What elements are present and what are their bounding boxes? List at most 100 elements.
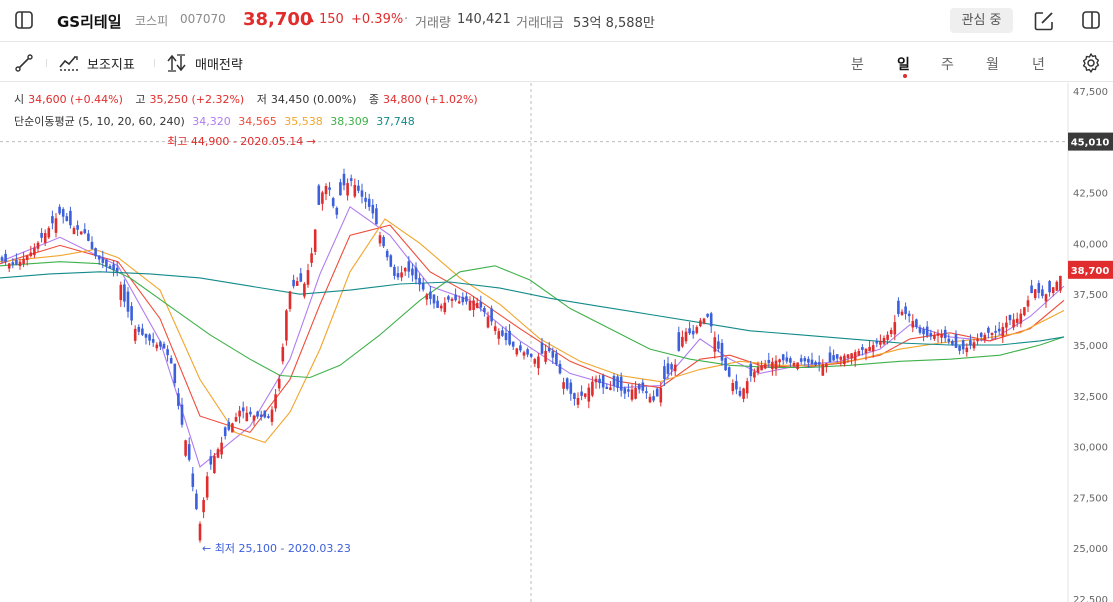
candle-body: [497, 331, 501, 339]
ma5-value: 34,320: [192, 115, 231, 128]
indicator-icon[interactable]: [58, 53, 80, 73]
candle-body: [335, 207, 339, 215]
panel-toggle-icon[interactable]: [1081, 10, 1101, 30]
indicator-button[interactable]: 보조지표: [87, 58, 135, 73]
candle-body: [213, 456, 216, 474]
candle-body: [281, 347, 285, 362]
candle-body: [990, 332, 994, 335]
candle-body: [807, 358, 810, 363]
volume-value: 140,421: [457, 12, 511, 27]
candle-body: [144, 333, 148, 338]
period-tab-minute[interactable]: 분: [851, 57, 864, 73]
candle-body: [371, 204, 375, 214]
candle-body: [814, 361, 817, 366]
candle-body: [799, 358, 803, 362]
active-period-indicator: [903, 74, 907, 78]
ma-line-4: [0, 261, 1065, 379]
candle-body: [1041, 289, 1044, 296]
candle-body: [587, 387, 591, 402]
chart-overlays: 45,010 38,700 최고 44,900 - 2020.05.14 → ← 최저…: [0, 132, 1113, 555]
candle-body: [292, 279, 295, 287]
candle-body: [313, 229, 317, 252]
candle-body: [1051, 287, 1055, 293]
candle-body: [961, 340, 965, 350]
candle-body: [954, 334, 958, 348]
edit-icon[interactable]: [1033, 10, 1055, 32]
settings-gear-icon[interactable]: [1080, 52, 1102, 74]
candle-body: [713, 337, 717, 352]
candle-body: [457, 301, 461, 304]
price-chart[interactable]: 45,010 38,700 최고 44,900 - 2020.05.14 → ← 최저…: [0, 83, 1113, 602]
candle-body: [159, 341, 162, 347]
candle-body: [857, 351, 861, 356]
candle-body: [259, 414, 263, 417]
trade-strategy-icon[interactable]: [166, 53, 188, 73]
candle-body: [187, 444, 191, 460]
draw-line-icon[interactable]: [14, 53, 34, 73]
candle-body: [601, 375, 605, 388]
y-tick-label: 42,500: [1073, 189, 1108, 200]
candle-body: [367, 198, 371, 207]
period-tab-year[interactable]: 년: [1032, 57, 1045, 73]
candle-body: [540, 342, 544, 354]
candle-body: [7, 263, 11, 269]
candle-body: [223, 427, 227, 437]
candle-body: [609, 387, 612, 390]
candle-body: [137, 326, 141, 332]
candle-body: [11, 262, 15, 265]
candle-body: [997, 328, 1001, 332]
open-value: 34,600 (+0.44%): [28, 93, 123, 106]
y-tick-label: 30,000: [1073, 443, 1108, 454]
candle-body: [393, 266, 396, 276]
period-tab-day[interactable]: 일: [897, 57, 910, 73]
candle-body: [184, 440, 187, 456]
candle-body: [720, 343, 724, 361]
candle-body: [843, 355, 846, 365]
candle-body: [544, 350, 547, 362]
candle-body: [256, 411, 259, 417]
candle-body: [889, 330, 893, 334]
candle-body: [1055, 281, 1059, 291]
candle-body: [231, 423, 234, 433]
candle-body: [270, 409, 274, 422]
candle-body: [727, 367, 731, 377]
candle-body: [853, 352, 857, 360]
toolbar-divider: [154, 59, 155, 67]
favorite-button[interactable]: 관심 중: [950, 8, 1013, 33]
strategy-button[interactable]: 매매전략: [195, 58, 243, 73]
candle-body: [364, 197, 367, 202]
candle-body: [771, 361, 774, 370]
candle-body: [515, 348, 519, 355]
candle-body: [594, 378, 598, 383]
period-tab-month[interactable]: 월: [986, 57, 999, 73]
candle-body: [1019, 313, 1023, 324]
candle-body: [911, 321, 915, 328]
candle-body: [33, 247, 36, 256]
low-label: 저: [256, 93, 267, 106]
candle-body: [177, 393, 180, 406]
candle-body: [238, 410, 241, 417]
candle-body: [479, 302, 483, 308]
ohlc-legend: 시 34,600 (+0.44%) 고 35,250 (+2.32%) 저 34,45…: [14, 91, 482, 107]
candle-body: [893, 322, 897, 335]
candle-body: [630, 389, 634, 400]
candle-body: [353, 185, 357, 197]
candle-body: [922, 329, 925, 335]
candle-body: [951, 341, 954, 345]
trade-value-label: 거래대금: [516, 16, 564, 31]
ma-line-2: [0, 224, 1065, 434]
candle-body: [598, 378, 601, 384]
ma10-value: 34,565: [238, 115, 277, 128]
candle-body: [288, 291, 292, 309]
candle-body: [526, 349, 529, 355]
y-tick-label: 25,000: [1073, 544, 1108, 555]
dot-separator: ·: [404, 12, 409, 27]
period-tab-week[interactable]: 주: [941, 57, 954, 73]
candle-body: [558, 363, 562, 374]
candle-body: [994, 330, 997, 333]
candle-body: [612, 376, 616, 386]
sidebar-toggle-icon[interactable]: [14, 10, 34, 30]
candle-body: [378, 235, 382, 244]
candle-body: [112, 264, 115, 271]
candle-body: [717, 341, 720, 349]
